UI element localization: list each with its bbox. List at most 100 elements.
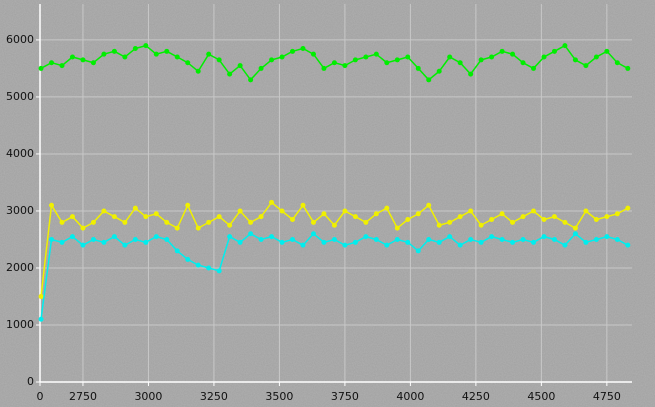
point [572,225,578,231]
point [489,234,495,240]
point [279,54,285,60]
point [457,214,463,220]
point [499,211,505,217]
point [415,65,421,71]
point [331,236,337,242]
point [195,225,201,231]
point [206,51,212,57]
point [248,231,254,237]
point [541,234,547,240]
y-tick-label: 3000 [6,204,34,217]
point [216,268,222,274]
point [153,51,159,57]
point [122,54,128,60]
point [153,211,159,217]
point [132,45,138,51]
point [551,236,557,242]
point [531,65,537,71]
point [363,234,369,240]
point [237,239,243,245]
point [206,219,212,225]
point [122,242,128,248]
point [625,205,631,211]
y-tick-label: 4000 [6,147,34,160]
point [122,219,128,225]
point [415,211,421,217]
point [384,60,390,66]
point [258,214,264,220]
point [153,234,159,240]
point [331,222,337,228]
point [583,208,589,214]
point [59,239,65,245]
point [195,68,201,74]
point [279,239,285,245]
y-tick-label: 6000 [6,33,34,46]
point [258,65,264,71]
point [436,68,442,74]
point [290,217,296,223]
point [248,219,254,225]
point [342,242,348,248]
point [111,48,117,54]
point [300,45,306,51]
point [468,71,474,77]
point [174,225,180,231]
point [614,60,620,66]
point [384,242,390,248]
x-tick-label: 0 [37,390,44,403]
point [520,214,526,220]
point [531,208,537,214]
point [352,57,358,63]
point [593,236,599,242]
point [593,54,599,60]
point [405,239,411,245]
point [290,48,296,54]
point [426,202,432,208]
point [143,43,149,49]
y-tick-label: 2000 [6,261,34,274]
point [269,199,275,205]
point [510,219,516,225]
point [551,48,557,54]
point [373,236,379,242]
point [457,242,463,248]
point [394,57,400,63]
point [384,205,390,211]
point [69,234,75,240]
point [49,202,55,208]
y-tick-label: 1000 [6,318,34,331]
point [436,239,442,245]
point [468,236,474,242]
point [604,48,610,54]
point [541,54,547,60]
x-tick-label: 4250 [462,390,490,403]
point [290,236,296,242]
point [132,236,138,242]
point [541,217,547,223]
point [478,57,484,63]
point [269,57,275,63]
point [415,248,421,254]
point [593,217,599,223]
point [478,239,484,245]
point [520,236,526,242]
point [405,217,411,223]
point [551,214,557,220]
point [111,234,117,240]
point [331,60,337,66]
point [143,239,149,245]
point [342,208,348,214]
point [363,54,369,60]
point [227,234,233,240]
point [185,256,191,262]
point [164,236,170,242]
point [489,217,495,223]
point [101,239,107,245]
point [164,219,170,225]
point [80,225,86,231]
point [583,63,589,69]
point [132,205,138,211]
